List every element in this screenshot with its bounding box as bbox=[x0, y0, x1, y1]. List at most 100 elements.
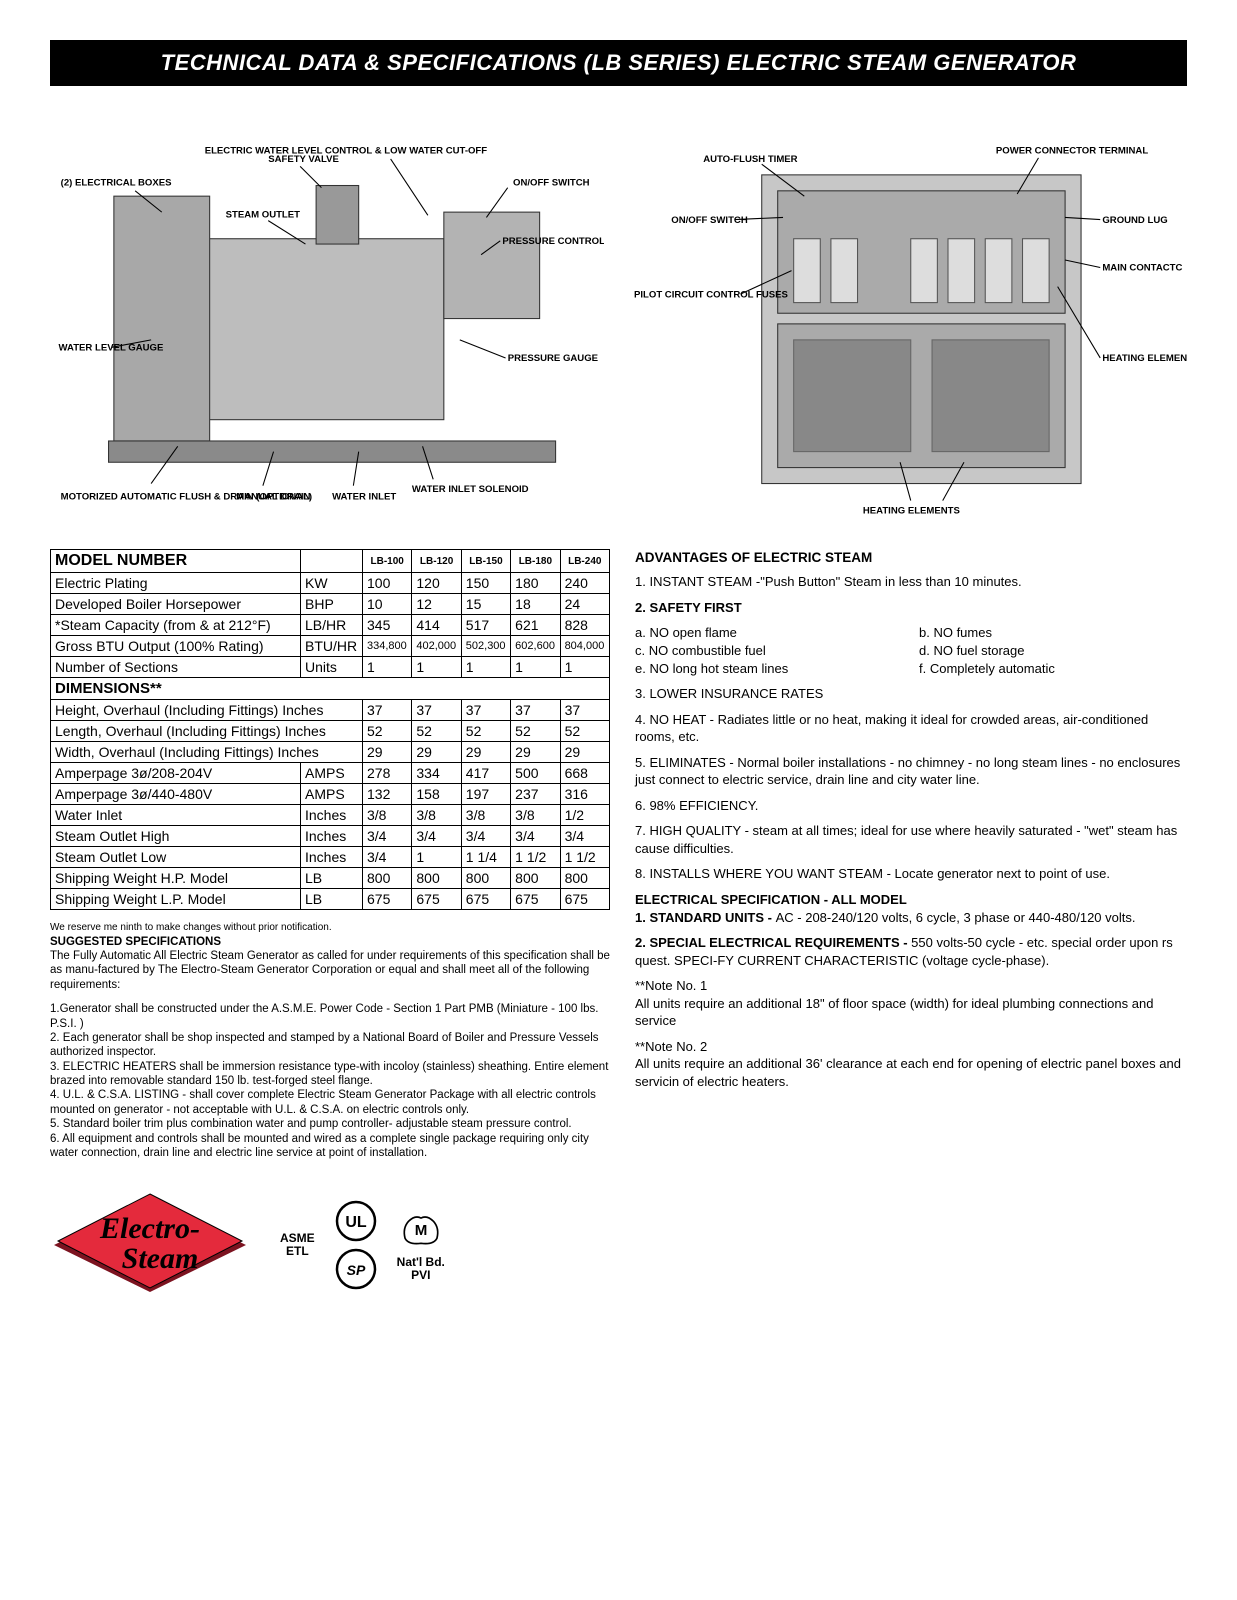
adv-1: 1. INSTANT STEAM -"Push Button" Steam in… bbox=[635, 573, 1187, 591]
cell-value: 52 bbox=[363, 721, 412, 742]
suggested-item: 4. U.L. & C.S.A. LISTING - shall cover c… bbox=[50, 1088, 610, 1117]
cell-value: 3/8 bbox=[511, 805, 560, 826]
cell-value: 1 1/2 bbox=[511, 847, 560, 868]
cell-value: 800 bbox=[363, 868, 412, 889]
cell-value: 828 bbox=[560, 615, 609, 636]
suggested-item: 3. ELECTRIC HEATERS shall be immersion r… bbox=[50, 1060, 610, 1089]
electro-steam-logo: Electro- Steam bbox=[50, 1190, 250, 1300]
cell-value: 1 bbox=[511, 657, 560, 678]
page-title-bar: TECHNICAL DATA & SPECIFICATIONS (LB SERI… bbox=[50, 40, 1187, 86]
cell-value: 316 bbox=[560, 784, 609, 805]
cell-value: 37 bbox=[363, 700, 412, 721]
cell-value: 29 bbox=[363, 742, 412, 763]
cell-value: 29 bbox=[560, 742, 609, 763]
cell-value: 800 bbox=[560, 868, 609, 889]
row-label: Shipping Weight H.P. Model bbox=[51, 868, 301, 889]
cell-value: 800 bbox=[511, 868, 560, 889]
suggested-item: 5. Standard boiler trim plus combination… bbox=[50, 1117, 610, 1131]
dimensions-header-row: DIMENSIONS** bbox=[51, 678, 610, 700]
cell-value: 621 bbox=[511, 615, 560, 636]
svg-text:AUTO-FLUSH TIMER: AUTO-FLUSH TIMER bbox=[703, 154, 797, 165]
cell-value: 10 bbox=[363, 594, 412, 615]
cell-value: 804,000 bbox=[560, 636, 609, 657]
svg-text:PILOT CIRCUIT CONTROL FUSES: PILOT CIRCUIT CONTROL FUSES bbox=[634, 289, 788, 300]
model-number-header: MODEL NUMBER bbox=[51, 550, 301, 573]
cell-value: 1 bbox=[412, 847, 461, 868]
cell-value: 1 bbox=[412, 657, 461, 678]
row-label: Steam Outlet High bbox=[51, 826, 301, 847]
svg-text:(2) ELECTRICAL BOXES: (2) ELECTRICAL BOXES bbox=[61, 178, 172, 189]
diagram-area: (2) ELECTRICAL BOXES SAFETY VALVE STEAM … bbox=[50, 111, 1187, 529]
cell-value: 180 bbox=[511, 573, 560, 594]
row-unit: AMPS bbox=[301, 784, 363, 805]
cell-value: 1 1/4 bbox=[461, 847, 510, 868]
table-row: Shipping Weight H.P. ModelLB800800800800… bbox=[51, 868, 610, 889]
svg-text:Steam: Steam bbox=[122, 1242, 199, 1275]
note2-title: **Note No. 2 bbox=[635, 1039, 707, 1054]
right-column: ADVANTAGES OF ELECTRIC STEAM 1. INSTANT … bbox=[635, 549, 1187, 1098]
row-unit: Inches bbox=[301, 847, 363, 868]
safety-b: b. NO fumes bbox=[919, 624, 1187, 642]
cell-value: 675 bbox=[560, 889, 609, 910]
cell-value: 3/4 bbox=[412, 826, 461, 847]
cell-value: 334 bbox=[412, 763, 461, 784]
suggested-item: 1.Generator shall be constructed under t… bbox=[50, 1002, 610, 1031]
svg-text:M: M bbox=[414, 1222, 427, 1239]
model-col-2: LB-150 bbox=[461, 550, 510, 573]
safety-title: 2. SAFETY FIRST bbox=[635, 600, 742, 615]
adv-4: 4. NO HEAT - Radiates little or no heat,… bbox=[635, 711, 1187, 746]
cell-value: 602,600 bbox=[511, 636, 560, 657]
note1-title: **Note No. 1 bbox=[635, 978, 707, 993]
svg-text:HEATING ELEMENTS: HEATING ELEMENTS bbox=[862, 505, 959, 516]
table-row: Amperpage 3ø/208-204VAMPS278334417500668 bbox=[51, 763, 610, 784]
row-unit: Inches bbox=[301, 826, 363, 847]
row-unit: LB bbox=[301, 889, 363, 910]
table-row: Width, Overhaul (Including Fittings) Inc… bbox=[51, 742, 610, 763]
cell-value: 800 bbox=[461, 868, 510, 889]
cell-value: 29 bbox=[412, 742, 461, 763]
safety-f: f. Completely automatic bbox=[919, 660, 1187, 678]
cell-value: 3/8 bbox=[363, 805, 412, 826]
elec-2-title: 2. SPECIAL ELECTRICAL REQUIREMENTS - bbox=[635, 935, 911, 950]
model-col-3: LB-180 bbox=[511, 550, 560, 573]
cell-value: 52 bbox=[461, 721, 510, 742]
cell-value: 237 bbox=[511, 784, 560, 805]
table-row: Amperpage 3ø/440-480VAMPS132158197237316 bbox=[51, 784, 610, 805]
suggested-item: 2. Each generator shall be shop inspecte… bbox=[50, 1031, 610, 1060]
svg-text:MANUAL DRAIN: MANUAL DRAIN bbox=[236, 492, 310, 503]
svg-text:WATER INLET SOLENOID: WATER INLET SOLENOID bbox=[412, 484, 529, 495]
adv-8: 8. INSTALLS WHERE YOU WANT STEAM - Locat… bbox=[635, 865, 1187, 883]
table-row: Electric PlatingKW100120150180240 bbox=[51, 573, 610, 594]
cell-value: 402,000 bbox=[412, 636, 461, 657]
ul-icon: UL SP bbox=[335, 1200, 377, 1290]
row-label: Electric Plating bbox=[51, 573, 301, 594]
cell-value: 120 bbox=[412, 573, 461, 594]
model-col-4: LB-240 bbox=[560, 550, 609, 573]
svg-text:ON/OFF SWITCH: ON/OFF SWITCH bbox=[671, 215, 748, 226]
elec-1-text: AC - 208-240/120 volts, 6 cycle, 3 phase… bbox=[776, 910, 1136, 925]
cell-value: 675 bbox=[511, 889, 560, 910]
svg-text:STEAM OUTLET: STEAM OUTLET bbox=[226, 209, 301, 220]
svg-text:POWER CONNECTOR TERMINAL: POWER CONNECTOR TERMINAL bbox=[995, 146, 1147, 157]
row-unit: BTU/HR bbox=[301, 636, 363, 657]
certification-row: Electro- Steam ASMEETL UL SP M Nat'l Bd.… bbox=[50, 1190, 1187, 1300]
cell-value: 414 bbox=[412, 615, 461, 636]
cell-value: 158 bbox=[412, 784, 461, 805]
row-label: Gross BTU Output (100% Rating) bbox=[51, 636, 301, 657]
cell-value: 240 bbox=[560, 573, 609, 594]
safety-grid: a. NO open flame b. NO fumes c. NO combu… bbox=[635, 624, 1187, 677]
safety-c: c. NO combustible fuel bbox=[635, 642, 903, 660]
m-stamp-icon: M Nat'l Bd.PVI bbox=[397, 1208, 445, 1282]
content-row: MODEL NUMBER LB-100 LB-120 LB-150 LB-180… bbox=[50, 549, 1187, 1160]
cell-value: 3/8 bbox=[412, 805, 461, 826]
cell-value: 37 bbox=[560, 700, 609, 721]
dimensions-header: DIMENSIONS** bbox=[51, 678, 610, 700]
cell-value: 345 bbox=[363, 615, 412, 636]
svg-text:PRESSURE GAUGE: PRESSURE GAUGE bbox=[508, 353, 598, 364]
cell-value: 132 bbox=[363, 784, 412, 805]
note2-text: All units require an additional 36' clea… bbox=[635, 1056, 1181, 1089]
model-col-0: LB-100 bbox=[363, 550, 412, 573]
cell-value: 517 bbox=[461, 615, 510, 636]
note1-text: All units require an additional 18" of f… bbox=[635, 996, 1153, 1029]
row-label: Height, Overhaul (Including Fittings) In… bbox=[51, 700, 363, 721]
